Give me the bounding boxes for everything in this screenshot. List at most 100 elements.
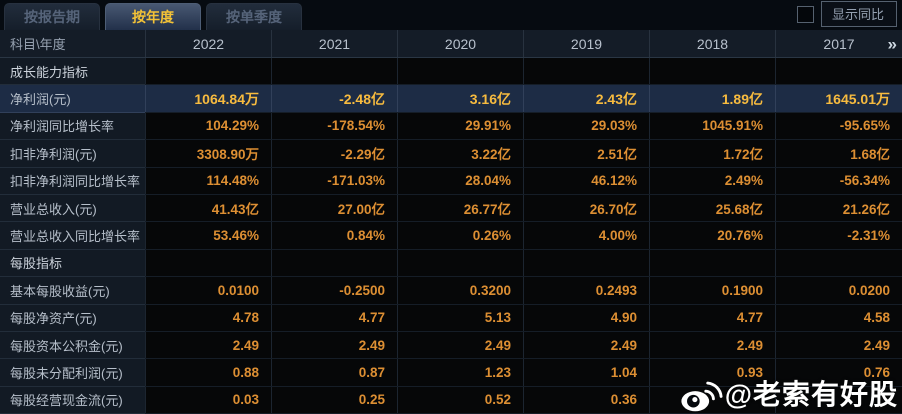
row-value: 0.26% bbox=[397, 222, 523, 249]
year-header-2020: 2020 bbox=[397, 30, 523, 57]
row-value: 4.78 bbox=[145, 304, 271, 331]
row-value: 25.68亿 bbox=[649, 194, 775, 222]
row-value: 41.43亿 bbox=[145, 194, 271, 222]
row-value: 0.0100 bbox=[145, 277, 271, 304]
year-header-2021: 2021 bbox=[271, 30, 397, 57]
table-row[interactable]: 净利润(元) 1064.84万 -2.48亿 3.16亿 2.43亿 1.89亿… bbox=[0, 85, 902, 113]
row-value: 1.89亿 bbox=[649, 85, 775, 112]
table-row[interactable]: 成长能力指标 bbox=[0, 58, 902, 86]
row-value: 26.77亿 bbox=[397, 194, 523, 222]
row-value bbox=[271, 58, 397, 85]
table-row[interactable]: 每股指标 bbox=[0, 249, 902, 278]
row-value: 2.49 bbox=[775, 331, 902, 359]
table-row[interactable]: 营业总收入(元) 41.43亿 27.00亿 26.77亿 26.70亿 25.… bbox=[0, 194, 902, 223]
table-row[interactable]: 每股净资产(元) 4.78 4.77 5.13 4.90 4.77 4.58 bbox=[0, 304, 902, 332]
row-label: 每股未分配利润(元) bbox=[0, 359, 145, 387]
row-value bbox=[397, 58, 523, 85]
table-row[interactable]: 扣非净利润(元) 3308.90万 -2.29亿 3.22亿 2.51亿 1.7… bbox=[0, 140, 902, 168]
row-value: 4.77 bbox=[271, 304, 397, 331]
show-yoy-checkbox[interactable] bbox=[796, 5, 814, 23]
row-value: 27.00亿 bbox=[271, 194, 397, 222]
row-value: -56.34% bbox=[775, 167, 902, 194]
row-value: 4.58 bbox=[775, 304, 902, 331]
row-value bbox=[397, 249, 523, 277]
row-value bbox=[649, 386, 775, 414]
year-header-2022: 2022 bbox=[145, 30, 271, 57]
row-value bbox=[145, 249, 271, 277]
row-value: -178.54% bbox=[271, 112, 397, 140]
row-value: 1.04 bbox=[523, 359, 649, 386]
row-label: 净利润(元) bbox=[0, 85, 145, 113]
table-row[interactable]: 每股资本公积金(元) 2.49 2.49 2.49 2.49 2.49 2.49 bbox=[0, 331, 902, 360]
row-value: 0.03 bbox=[145, 386, 271, 414]
row-value: 4.90 bbox=[523, 304, 649, 331]
year-header-2019: 2019 bbox=[523, 30, 649, 57]
row-value: 26.70亿 bbox=[523, 194, 649, 222]
show-yoy-label[interactable]: 显示同比 bbox=[820, 1, 897, 27]
row-label: 净利润同比增长率 bbox=[0, 112, 145, 141]
year-header-2017: 2017 » bbox=[775, 30, 902, 57]
row-value: 29.91% bbox=[397, 112, 523, 140]
year-header-2018: 2018 bbox=[649, 30, 775, 57]
row-value: 0.84% bbox=[271, 222, 397, 249]
row-value: 0.93 bbox=[649, 359, 775, 386]
row-value: 2.49 bbox=[649, 331, 775, 359]
row-value: 0.0200 bbox=[775, 277, 902, 304]
row-value: 3.16亿 bbox=[397, 85, 523, 112]
tab-by-report-period[interactable]: 按报告期 bbox=[4, 3, 100, 30]
table-row[interactable]: 每股经营现金流(元) 0.03 0.25 0.52 0.36 bbox=[0, 386, 902, 414]
row-value: 1.72亿 bbox=[649, 140, 775, 167]
table-row[interactable]: 基本每股收益(元) 0.0100 -0.2500 0.3200 0.2493 0… bbox=[0, 277, 902, 305]
row-value: 2.49% bbox=[649, 167, 775, 194]
row-value: 28.04% bbox=[397, 167, 523, 194]
row-value: 1645.01万 bbox=[775, 85, 902, 112]
more-columns-icon[interactable]: » bbox=[887, 34, 898, 53]
row-value: 0.36 bbox=[523, 386, 649, 414]
row-value: 1.68亿 bbox=[775, 140, 902, 167]
row-label: 每股经营现金流(元) bbox=[0, 386, 145, 414]
row-value: 2.43亿 bbox=[523, 85, 649, 112]
row-value: 104.29% bbox=[145, 112, 271, 140]
table-row[interactable]: 营业总收入同比增长率 53.46% 0.84% 0.26% 4.00% 20.7… bbox=[0, 222, 902, 250]
row-label: 每股指标 bbox=[0, 249, 145, 278]
row-value: 0.1900 bbox=[649, 277, 775, 304]
row-value: 20.76% bbox=[649, 222, 775, 249]
row-value bbox=[649, 249, 775, 277]
row-value bbox=[649, 58, 775, 85]
table-row[interactable]: 扣非净利润同比增长率 114.48% -171.03% 28.04% 46.12… bbox=[0, 167, 902, 195]
row-value: 1.23 bbox=[397, 359, 523, 386]
row-value: 53.46% bbox=[145, 222, 271, 249]
row-value: 21.26亿 bbox=[775, 194, 902, 222]
tab-by-year[interactable]: 按年度 bbox=[105, 3, 201, 30]
row-value: -2.31% bbox=[775, 222, 902, 249]
row-value: 5.13 bbox=[397, 304, 523, 331]
row-value bbox=[775, 386, 902, 414]
row-label: 营业总收入同比增长率 bbox=[0, 222, 145, 250]
tab-by-single-quarter[interactable]: 按单季度 bbox=[206, 3, 302, 30]
row-value: 1045.91% bbox=[649, 112, 775, 140]
table-row[interactable]: 净利润同比增长率 104.29% -178.54% 29.91% 29.03% … bbox=[0, 112, 902, 141]
row-label: 基本每股收益(元) bbox=[0, 277, 145, 305]
row-value: 3.22亿 bbox=[397, 140, 523, 167]
row-value: 0.2493 bbox=[523, 277, 649, 304]
row-value: 0.87 bbox=[271, 359, 397, 386]
table-body: 成长能力指标 净利润(元) 1064.84万 -2.48亿 3.16亿 2.43… bbox=[0, 58, 902, 414]
row-value: -95.65% bbox=[775, 112, 902, 140]
row-value: -171.03% bbox=[271, 167, 397, 194]
row-value: 2.49 bbox=[271, 331, 397, 359]
corner-header-cell: 科目\年度 bbox=[10, 37, 66, 52]
table-row[interactable]: 每股未分配利润(元) 0.88 0.87 1.23 1.04 0.93 0.76 bbox=[0, 359, 902, 387]
period-tab-bar: 按报告期 按年度 按单季度 显示同比 bbox=[0, 0, 902, 30]
row-label: 成长能力指标 bbox=[0, 58, 145, 86]
row-value: 4.77 bbox=[649, 304, 775, 331]
row-value: 0.88 bbox=[145, 359, 271, 386]
row-value bbox=[775, 58, 902, 85]
table-header-row: 科目\年度 2022 2021 2020 2019 2018 2017 » bbox=[0, 30, 902, 58]
row-value: 2.49 bbox=[397, 331, 523, 359]
row-value: 114.48% bbox=[145, 167, 271, 194]
row-value: -2.29亿 bbox=[271, 140, 397, 167]
row-label: 扣非净利润同比增长率 bbox=[0, 167, 145, 195]
row-label: 扣非净利润(元) bbox=[0, 140, 145, 168]
row-value bbox=[523, 249, 649, 277]
